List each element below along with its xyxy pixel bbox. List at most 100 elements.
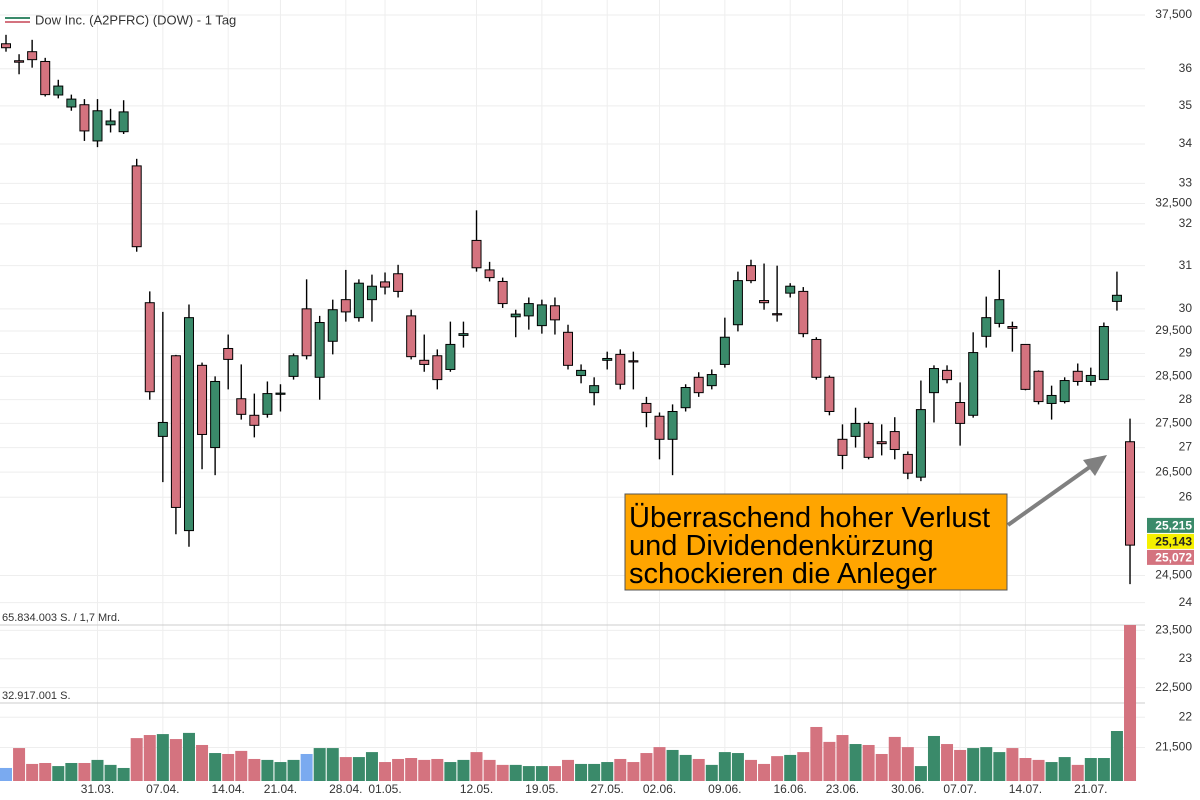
volume-pane: 32.917.001 S. 65.834.003 S. / 1,7 Mrd. [0,612,1145,781]
volume-bar [601,762,614,781]
candle-body [602,357,613,361]
axis: 37,500 36 35 34 33 32,500 32 31 30 29,500 29 28,500… [81,7,1194,796]
volume-bar [26,763,39,781]
volume-bar [862,744,875,781]
volume-bar [705,764,718,781]
candle-body [1125,441,1136,546]
volume-bar [967,748,980,781]
candle-body [40,60,51,96]
x-tick-label: 21.04. [264,782,297,796]
volume-bar [522,766,535,781]
volume-bar [562,759,575,781]
candle-body [170,355,181,508]
candle-body [955,402,966,424]
annotation-line: und Dividendenkürzung [629,530,934,562]
y-tick-label: 29,500 [1155,323,1192,337]
volume-bar [13,748,26,781]
candle-body [471,239,482,269]
candle-body [131,165,142,248]
volume-bar [731,753,744,781]
volume-bar [509,764,522,781]
y-tick-label: 23,500 [1155,623,1192,637]
annotation-box [624,493,1008,591]
y-tick-label: 31 [1179,258,1193,272]
volume-bar [679,754,692,781]
last-price-label: 25,072 [1155,551,1192,565]
candle-body [667,410,678,440]
candle-body [183,317,194,532]
candle-body [915,409,926,478]
volume-bar [313,748,326,781]
candle-body [445,343,456,370]
volume-bar [352,757,365,781]
volume-bar [927,735,940,781]
y-tick-label: 23 [1179,651,1193,665]
x-tick-label: 07.07. [943,782,976,796]
volume-bar [849,744,862,781]
y-tick-label: 33 [1179,176,1193,190]
y-tick-label: 27,500 [1155,416,1192,430]
x-tick-label: 28.04. [329,782,362,796]
candle-body [706,374,717,387]
volume-bar [758,763,771,781]
y-tick-label: 32 [1179,216,1193,230]
candle-body [497,280,508,305]
annotation-line: schockieren die Anleger [629,558,937,590]
volume-bar [483,759,496,781]
volume-bar [980,747,993,781]
volume-bar [888,736,901,781]
candle-body [223,347,234,360]
volume-bar [274,762,287,781]
candle-body [510,313,521,318]
volume-bar [91,759,104,781]
volume-bar [339,757,352,781]
candle-body [380,281,391,288]
y-tick-label: 24,500 [1155,568,1192,582]
x-tick-label: 19.05. [525,782,558,796]
candle-body [772,313,783,316]
volume-bar [418,759,431,781]
x-tick-label: 31.03. [81,782,114,796]
candles [1,34,1136,585]
volume-bar [823,741,836,781]
volume-bar [209,753,222,781]
candle-body [366,285,377,301]
candle-body [732,280,743,326]
y-tick-label: 36 [1179,61,1193,75]
candle-body [549,305,560,321]
y-tick-label: 32,500 [1155,196,1192,210]
volume-bar [1097,758,1110,781]
candle-body [105,120,116,126]
volume-bar [810,726,823,781]
volume-bar [143,735,156,781]
candle-body [863,422,874,458]
candle-body [1007,326,1018,329]
candle-body [1098,326,1109,381]
volume-bar [640,753,653,781]
volume-bar [0,767,12,781]
candle-body [942,369,953,381]
x-tick-label: 27.05. [591,782,624,796]
candle-body [1020,343,1031,390]
volume-bar [196,744,209,781]
volume-bar [78,762,91,781]
x-tick-label: 30.06. [891,782,924,796]
x-tick-label: 01.05. [368,782,401,796]
candle-body [1085,374,1096,382]
volume-bar [300,753,313,781]
x-tick-label: 14.04. [212,782,245,796]
candle-body [824,376,835,412]
y-tick-label: 24 [1179,595,1193,609]
volume-bar [444,762,457,781]
volume-bar [405,758,418,781]
y-tick-label: 37,500 [1155,7,1192,21]
candle-body [458,333,469,336]
volume-bar [1124,625,1137,781]
volume-bar [875,753,888,781]
volume-bar [326,748,339,781]
volume-bar [1045,762,1058,781]
candle-body [615,353,626,385]
volume-bar [575,763,588,781]
volume-tick-label: 32.917.001 S. [2,690,71,702]
candle-body [288,355,299,377]
